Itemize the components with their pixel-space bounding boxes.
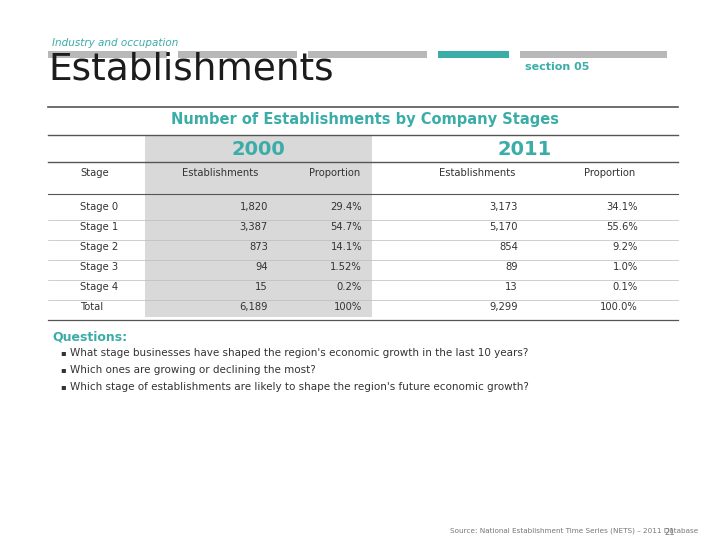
Text: 0.2%: 0.2% [337, 282, 362, 292]
Text: 15: 15 [256, 282, 268, 292]
Text: Which ones are growing or declining the most?: Which ones are growing or declining the … [70, 365, 316, 375]
Text: 5,170: 5,170 [490, 222, 518, 232]
Text: What stage businesses have shaped the region's economic growth in the last 10 ye: What stage businesses have shaped the re… [70, 348, 528, 358]
Text: 3,387: 3,387 [240, 222, 268, 232]
Text: 100%: 100% [334, 302, 362, 312]
Text: 13: 13 [505, 282, 518, 292]
Text: 34.1%: 34.1% [606, 202, 638, 212]
Text: Number of Establishments by Company Stages: Number of Establishments by Company Stag… [171, 112, 559, 127]
Text: 14.1%: 14.1% [330, 242, 362, 252]
Text: Stage 4: Stage 4 [80, 282, 118, 292]
Text: 100.0%: 100.0% [600, 302, 638, 312]
Text: 854: 854 [499, 242, 518, 252]
Text: 55.6%: 55.6% [606, 222, 638, 232]
Text: 94: 94 [256, 262, 268, 272]
Text: Stage 2: Stage 2 [80, 242, 118, 252]
Text: 9.2%: 9.2% [613, 242, 638, 252]
Text: Source: National Establishment Time Series (NETS) – 2011 Database: Source: National Establishment Time Seri… [450, 528, 698, 535]
Text: 1.0%: 1.0% [613, 262, 638, 272]
Text: Establishments: Establishments [48, 52, 333, 88]
Text: Stage: Stage [80, 168, 109, 178]
Text: 1.52%: 1.52% [330, 262, 362, 272]
Bar [178, 51, 297, 58]
Text: Establishments: Establishments [438, 168, 515, 178]
Text: Total: Total [80, 302, 103, 312]
Text: Stage 3: Stage 3 [80, 262, 118, 272]
Text: section 05: section 05 [525, 62, 589, 72]
Bar [520, 51, 667, 58]
Text: Questions:: Questions: [52, 330, 127, 343]
Text: 9,299: 9,299 [490, 302, 518, 312]
Text: Industry and occupation: Industry and occupation [52, 38, 179, 48]
Text: Stage 1: Stage 1 [80, 222, 118, 232]
Text: 2000: 2000 [232, 140, 285, 159]
Text: Establishments: Establishments [181, 168, 258, 178]
Text: Stage 0: Stage 0 [80, 202, 118, 212]
Bar [438, 51, 509, 58]
Text: 54.7%: 54.7% [330, 222, 362, 232]
Text: Proportion: Proportion [309, 168, 360, 178]
Text: Proportion: Proportion [584, 168, 635, 178]
Text: Which stage of establishments are likely to shape the region's future economic g: Which stage of establishments are likely… [70, 382, 529, 392]
Text: ▪: ▪ [60, 382, 66, 391]
Bar [48, 51, 167, 58]
Text: 89: 89 [505, 262, 518, 272]
Text: ▪: ▪ [60, 365, 66, 374]
Bar [308, 51, 427, 58]
Text: 0.1%: 0.1% [613, 282, 638, 292]
Text: 29.4%: 29.4% [330, 202, 362, 212]
Text: ▪: ▪ [60, 348, 66, 357]
Text: 6,189: 6,189 [240, 302, 268, 312]
Text: 1,820: 1,820 [240, 202, 268, 212]
Text: 2011: 2011 [498, 140, 552, 159]
Bar [145, 136, 372, 317]
Text: 3,173: 3,173 [490, 202, 518, 212]
Text: 21: 21 [665, 528, 675, 537]
Text: 873: 873 [249, 242, 268, 252]
